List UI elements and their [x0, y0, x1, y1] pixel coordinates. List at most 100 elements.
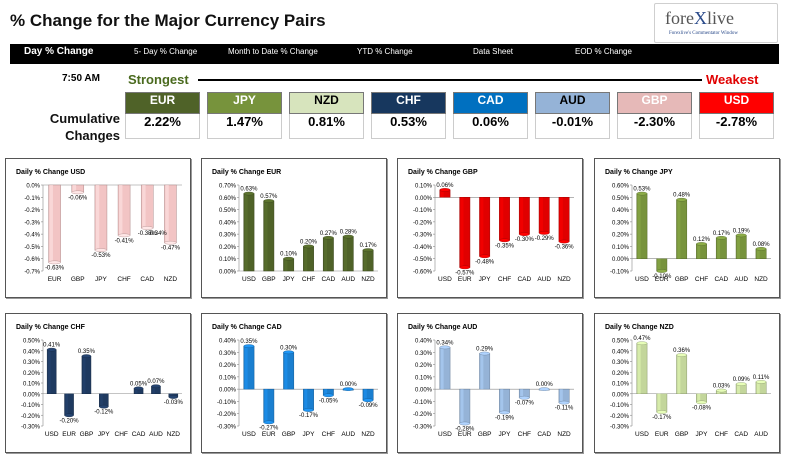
y-tick-label: -0.6% — [24, 257, 40, 263]
x-tick-label: JPY — [95, 276, 108, 283]
logo-tagline: Forexlive's Commentator Window — [669, 31, 738, 36]
data-label: 0.41% — [43, 343, 61, 349]
bar-cap — [735, 382, 747, 386]
forexlive-logo[interactable]: foreXlive Forexlive's Commentator Window — [654, 3, 778, 43]
chart-title: Daily % Change CAD — [212, 324, 282, 331]
cumulative-label: Cumulative Changes — [49, 111, 120, 143]
x-tick-label: USD — [635, 431, 649, 438]
timestamp: 7:50 AM — [62, 73, 100, 84]
data-label: 0.57% — [260, 194, 278, 200]
y-tick-label: 0.50% — [219, 208, 237, 214]
y-tick-label: 0.20% — [415, 363, 433, 369]
page-title: % Change for the Major Currency Pairs — [10, 11, 326, 30]
bar-cap — [283, 256, 295, 261]
x-tick-label: CHF — [117, 276, 130, 283]
data-label: 0.05% — [130, 381, 148, 387]
bar-cap — [499, 238, 510, 243]
x-tick-label: CAD — [734, 431, 748, 438]
currency-card-cad: CAD 0.06% — [453, 92, 528, 139]
y-tick-label: -0.30% — [21, 425, 41, 431]
nav-data-sheet[interactable]: Data Sheet — [473, 47, 514, 56]
chart-title: Daily % Change JPY — [605, 169, 673, 176]
bar-cap — [64, 413, 74, 418]
bar-highlight — [677, 355, 681, 394]
nav-eod-change[interactable]: EOD % Change — [575, 47, 632, 56]
x-tick-label: CHF — [498, 276, 511, 283]
y-tick-label: 0.10% — [612, 382, 630, 388]
chart-panel-3: Daily % Change GBP 0.10% 0.00% -0.10% -0.20%… — [397, 158, 583, 298]
chart-panel-7: Daily % Change AUD 0.40% 0.30% 0.20% 0.10% 0.… — [397, 313, 583, 453]
chart-svg: 0.50% 0.40% 0.30% 0.20% 0.10% 0.00% -0.10% -0.2… — [610, 336, 771, 438]
bar-highlight — [152, 386, 155, 394]
bar-highlight — [460, 197, 464, 268]
data-label: 0.17% — [713, 231, 731, 237]
y-tick-label: 0.10% — [415, 375, 433, 381]
x-tick-label: AUD — [149, 431, 163, 438]
bar-highlight — [559, 389, 563, 403]
bar-highlight — [82, 356, 86, 394]
y-tick-label: 0.30% — [219, 233, 237, 239]
bar-cap — [81, 354, 92, 358]
y-tick-label: 0.20% — [612, 371, 630, 377]
nav-month-to-date[interactable]: Month to Date % Change — [228, 47, 318, 56]
x-tick-label: GBP — [80, 431, 94, 438]
x-tick-label: EUR — [48, 276, 62, 283]
data-label: 0.48% — [673, 193, 691, 199]
currency-cumulative-value: -2.30% — [617, 114, 692, 139]
x-tick-label: EUR — [655, 276, 669, 283]
x-tick-label: USD — [635, 276, 649, 283]
y-tick-label: -0.20% — [21, 414, 41, 420]
data-label: -0.29% — [535, 236, 555, 242]
y-tick-label: 0.40% — [612, 208, 630, 214]
bar-cap — [479, 351, 491, 356]
y-tick-label: 0.00% — [612, 257, 630, 263]
bar-highlight — [637, 193, 641, 259]
y-tick-label: -0.10% — [21, 403, 41, 409]
y-tick-label: -0.30% — [413, 233, 433, 239]
bar-highlight — [65, 393, 69, 416]
data-label: -0.28% — [455, 427, 475, 433]
data-label: -0.30% — [515, 237, 535, 243]
bar-highlight — [500, 197, 504, 241]
bar-highlight — [697, 393, 701, 403]
y-tick-label: 0.60% — [219, 196, 237, 202]
bar-cap — [168, 395, 179, 399]
bar-highlight — [244, 193, 248, 271]
bar-cap — [151, 384, 161, 389]
data-label: 0.07% — [147, 379, 165, 385]
bar-highlight — [72, 185, 77, 193]
chart-panel-4: Daily % Change JPY 0.60% 0.50% 0.40% 0.30% 0.… — [594, 158, 780, 298]
currency-card-eur: EUR 2.22% — [125, 92, 200, 139]
y-tick-label: -0.20% — [413, 220, 433, 226]
y-tick-label: 0.70% — [219, 184, 237, 190]
chart-panel-6: Daily % Change CAD 0.40% 0.30% 0.20% 0.10% 0.… — [201, 313, 387, 453]
currency-card-jpy: JPY 1.47% — [207, 92, 282, 139]
data-label: 0.06% — [436, 183, 454, 189]
chart-svg: 0.40% 0.30% 0.20% 0.10% 0.00% -0.10% -0.20% -0.… — [413, 339, 574, 439]
x-tick-label: CHF — [302, 276, 315, 283]
x-tick-label: GBP — [478, 431, 492, 438]
nav-day-change[interactable]: Day % Change — [24, 46, 94, 57]
x-tick-label: NZD — [754, 276, 768, 283]
y-tick-label: 0.00% — [415, 388, 433, 394]
data-label: 0.27% — [320, 231, 338, 237]
bar-cap — [362, 248, 374, 252]
nav-ytd-change[interactable]: YTD % Change — [357, 47, 413, 56]
bar-cap — [263, 420, 275, 425]
y-tick-label: 0.40% — [219, 220, 237, 226]
bar-cap — [735, 233, 747, 238]
data-label: -0.57% — [455, 270, 475, 276]
chart-title: Daily % Change EUR — [212, 169, 282, 176]
bar-cap — [362, 398, 374, 402]
x-tick-label: AUD — [341, 431, 355, 438]
nav-5day-change[interactable]: 5- Day % Change — [134, 47, 198, 56]
chart-panel-2: Daily % Change EUR 0.70% 0.60% 0.50% 0.40% 0.… — [201, 158, 387, 298]
bar-cap — [94, 248, 108, 252]
data-label: -0.05% — [319, 398, 339, 404]
currency-code: GBP — [617, 92, 692, 114]
bar-cap — [636, 191, 648, 196]
y-tick-label: 0.10% — [219, 257, 237, 263]
y-tick-label: 0.40% — [23, 349, 41, 355]
bar-cap — [538, 387, 550, 391]
bar-highlight — [756, 381, 760, 394]
